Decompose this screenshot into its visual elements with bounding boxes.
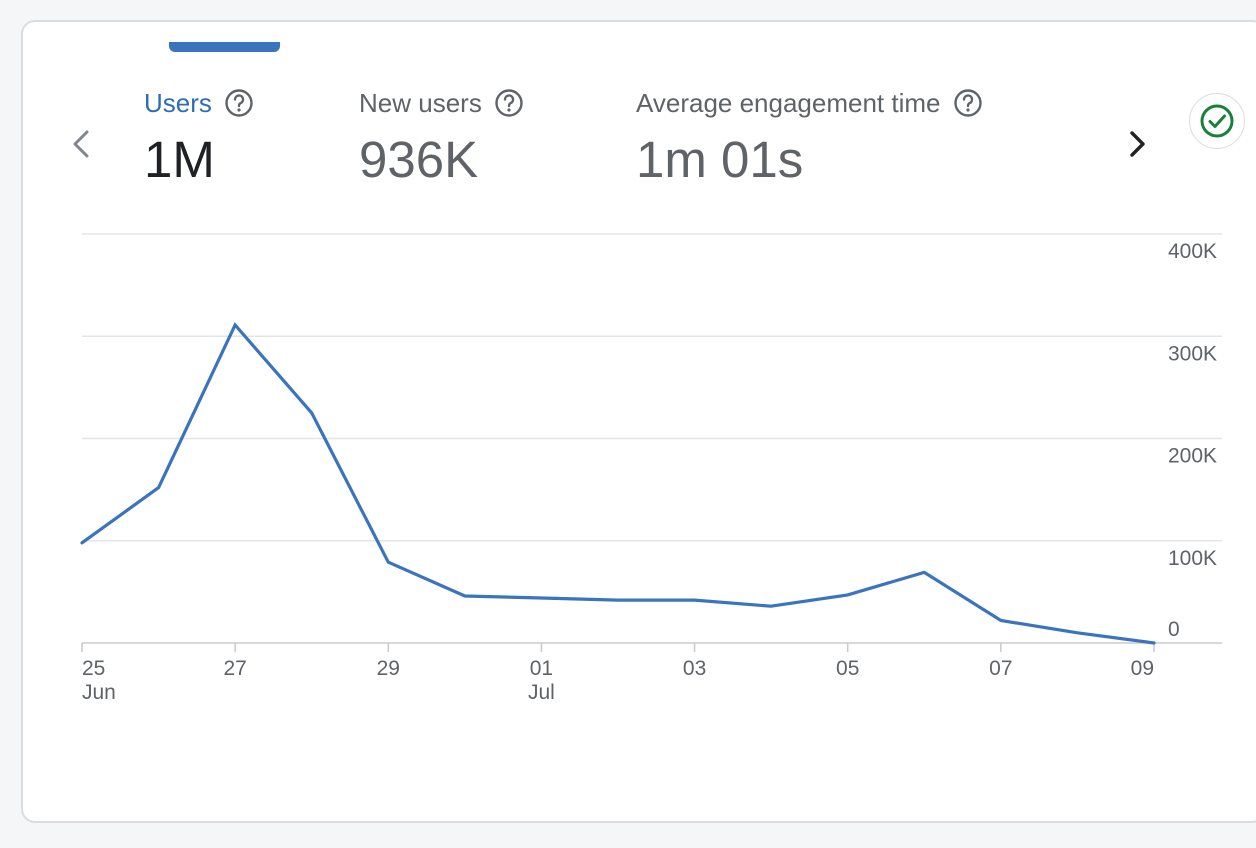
metric-value: 936K <box>359 131 479 188</box>
metric-label: Average engagement time <box>636 88 941 118</box>
x-tick-label: 03 <box>683 657 706 680</box>
help-circle-icon[interactable] <box>494 88 524 118</box>
x-tick-label: 07 <box>989 657 1012 680</box>
y-tick-label: 400K <box>1168 240 1217 263</box>
status-button[interactable] <box>1189 93 1245 149</box>
y-tick-label: 300K <box>1168 342 1217 365</box>
x-tick-month-label: Jun <box>82 681 116 704</box>
users-overview-card: Users 1M New users 936K Average engageme… <box>21 20 1256 823</box>
tab-new-users[interactable]: New users 936K <box>359 84 524 190</box>
x-tick-label: 09 <box>1131 657 1154 680</box>
next-metric-button[interactable] <box>1123 126 1153 162</box>
help-circle-icon[interactable] <box>953 88 983 118</box>
series-line-users <box>80 322 1156 645</box>
metric-label: New users <box>359 88 482 118</box>
prev-metric-button[interactable] <box>67 126 95 162</box>
x-tick-label: 05 <box>836 657 859 680</box>
active-tab-indicator <box>169 42 280 52</box>
chevron-left-icon <box>73 130 89 158</box>
tab-users[interactable]: Users 1M <box>144 84 254 190</box>
x-tick-month-label: Jul <box>528 681 555 704</box>
check-circle-icon <box>1200 104 1234 138</box>
y-tick-label: 100K <box>1168 547 1217 570</box>
metric-label: Users <box>144 88 212 118</box>
chevron-right-icon <box>1130 131 1145 157</box>
help-circle-icon[interactable] <box>224 88 254 118</box>
x-tick-label: 29 <box>377 657 400 680</box>
x-tick-label: 25 <box>82 657 105 680</box>
y-tick-label: 0 <box>1168 618 1180 641</box>
x-tick-label: 01 <box>530 657 553 680</box>
y-tick-label: 200K <box>1168 445 1217 468</box>
metric-value: 1m 01s <box>636 131 804 188</box>
metric-value: 1M <box>144 131 215 188</box>
x-tick-label: 27 <box>223 657 246 680</box>
tab-average-engagement-time[interactable]: Average engagement time 1m 01s <box>636 84 983 190</box>
